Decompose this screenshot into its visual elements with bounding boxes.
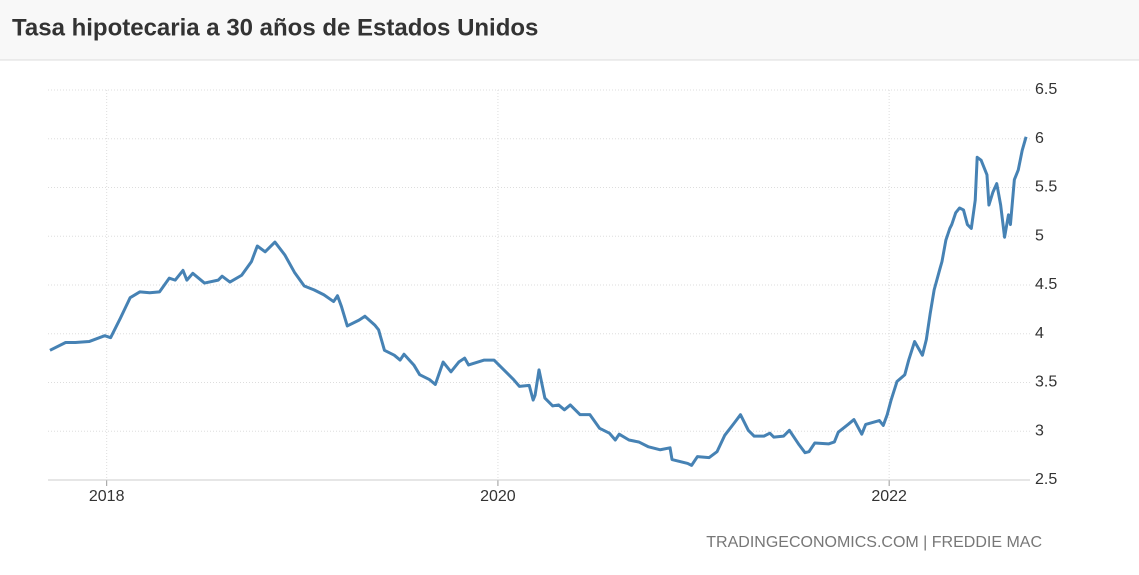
y-tick-label: 2.5 — [1035, 471, 1057, 488]
y-tick-label: 3 — [1035, 422, 1044, 439]
y-tick-label: 6.5 — [1035, 81, 1057, 98]
x-tick-label: 2022 — [871, 488, 907, 505]
data-line — [49, 136, 1028, 467]
y-tick-label: 5 — [1035, 227, 1044, 244]
y-tick-label: 4.5 — [1035, 276, 1057, 293]
source: TRADINGECONOMICS.COM | FREDDIE MAC — [706, 534, 1042, 551]
y-tick-label: 5.5 — [1035, 179, 1057, 196]
chart-title: Tasa hipotecaria a 30 años de Estados Un… — [12, 14, 538, 41]
y-tick-label: 4 — [1035, 325, 1044, 342]
x-tick-label: 2020 — [480, 488, 516, 505]
x-tick-label: 2018 — [89, 488, 125, 505]
y-tick-label: 6 — [1035, 130, 1044, 147]
header — [0, 0, 1139, 60]
y-tick-label: 3.5 — [1035, 374, 1057, 391]
